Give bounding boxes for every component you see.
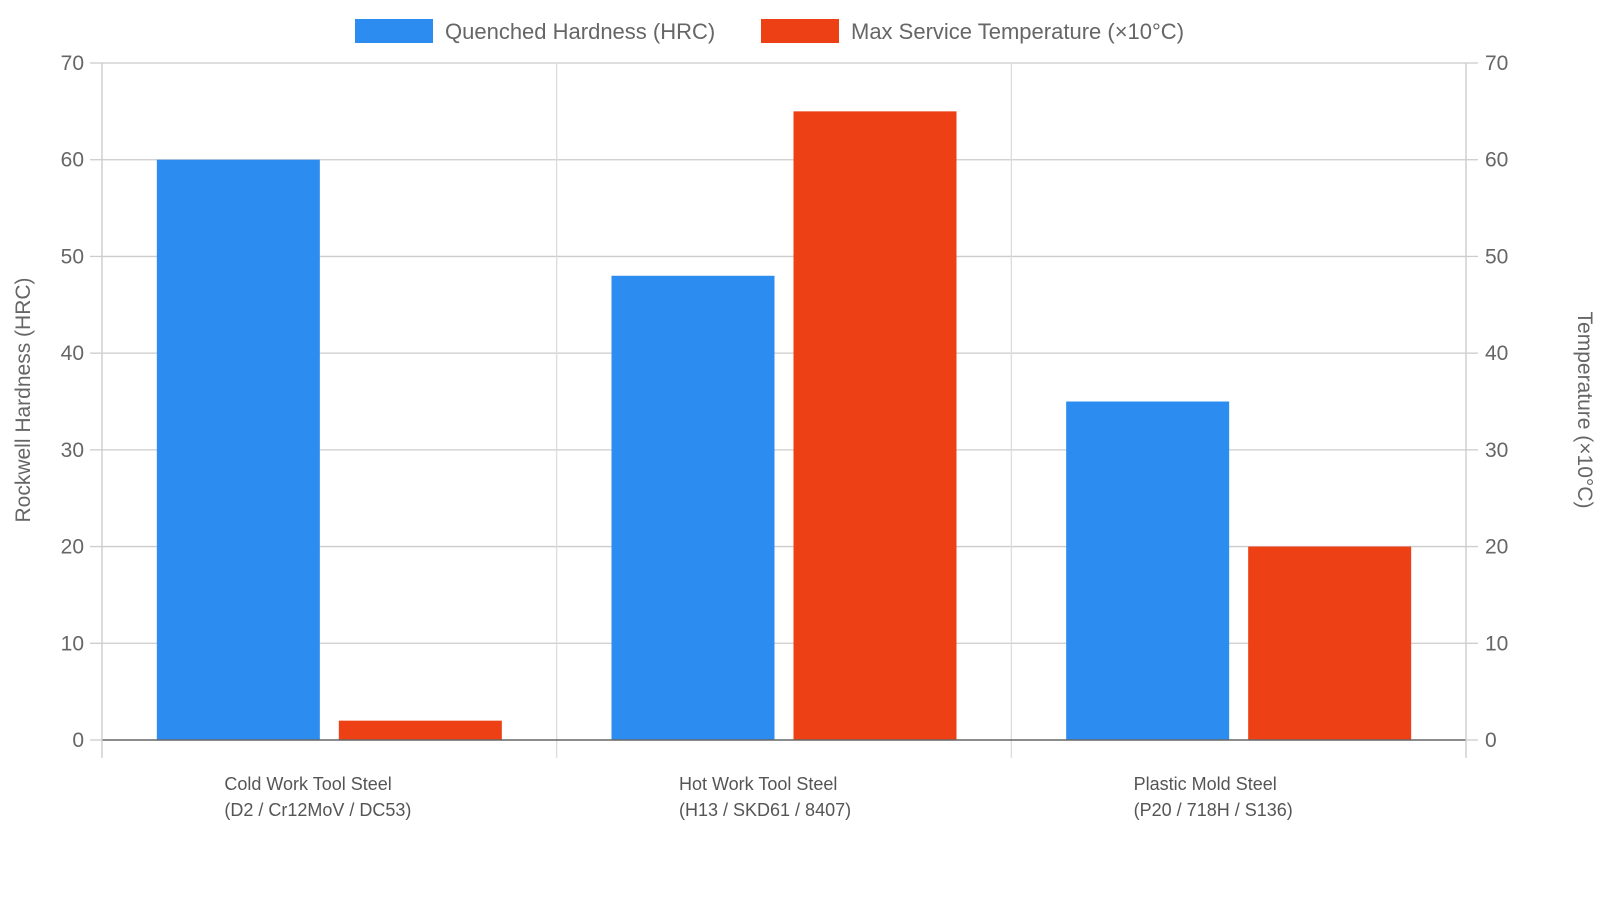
right-y-tick-label: 70: [1485, 52, 1508, 75]
legend-label-hardness[interactable]: Quenched Hardness (HRC): [445, 19, 715, 44]
right-y-axis-title: Temperature (×10°C): [1573, 312, 1596, 509]
x-category-name: Cold Work Tool Steel: [224, 774, 391, 794]
left-y-tick-label: 50: [61, 245, 84, 268]
axes: [90, 62, 1478, 758]
x-category-name: Hot Work Tool Steel: [679, 774, 837, 794]
bar-hardness-2[interactable]: [1066, 401, 1230, 741]
legend-label-temperature[interactable]: Max Service Temperature (×10°C): [851, 19, 1184, 44]
bar-temperature-0[interactable]: [338, 720, 502, 740]
left-y-tick-label: 40: [61, 342, 84, 365]
bars: [156, 111, 1412, 741]
right-y-ticks: 0 10 20 30 40 50 60 70: [1485, 52, 1508, 752]
left-y-tick-label: 60: [61, 149, 84, 172]
left-y-tick-label: 30: [61, 439, 84, 462]
x-category-grades: (P20 / 718H / S136): [1134, 800, 1293, 820]
left-y-tick-label: 20: [61, 536, 84, 559]
bar-hardness-1[interactable]: [611, 275, 775, 740]
x-category-label: Plastic Mold Steel (P20 / 718H / S136): [1134, 774, 1293, 820]
right-y-tick-label: 60: [1485, 149, 1508, 172]
left-y-tick-label: 10: [61, 632, 84, 655]
legend-swatch-hardness[interactable]: [355, 19, 433, 43]
left-y-ticks: 0 10 20 30 40 50 60 70: [61, 52, 84, 752]
right-y-tick-label: 30: [1485, 439, 1508, 462]
left-y-tick-label: 0: [72, 729, 84, 752]
left-y-tick-label: 70: [61, 52, 84, 75]
legend: Quenched Hardness (HRC) Max Service Temp…: [355, 19, 1184, 44]
x-category-grades: (D2 / Cr12MoV / DC53): [224, 800, 411, 820]
x-category-grades: (H13 / SKD61 / 8407): [679, 800, 851, 820]
right-y-tick-label: 0: [1485, 729, 1497, 752]
right-y-tick-label: 20: [1485, 536, 1508, 559]
bar-hardness-0[interactable]: [156, 159, 320, 740]
left-y-axis-title: Rockwell Hardness (HRC): [12, 277, 35, 522]
x-category-labels: Cold Work Tool Steel (D2 / Cr12MoV / DC53…: [224, 774, 1292, 820]
x-category-name: Plastic Mold Steel: [1134, 774, 1277, 794]
right-y-tick-label: 40: [1485, 342, 1508, 365]
bar-temperature-1[interactable]: [793, 111, 957, 741]
right-y-tick-label: 10: [1485, 632, 1508, 655]
x-category-label: Hot Work Tool Steel (H13 / SKD61 / 8407): [679, 774, 851, 820]
x-category-label: Cold Work Tool Steel (D2 / Cr12MoV / DC53…: [224, 774, 411, 820]
legend-swatch-temperature[interactable]: [761, 19, 839, 43]
right-y-tick-label: 50: [1485, 245, 1508, 268]
bar-temperature-2[interactable]: [1248, 546, 1412, 740]
